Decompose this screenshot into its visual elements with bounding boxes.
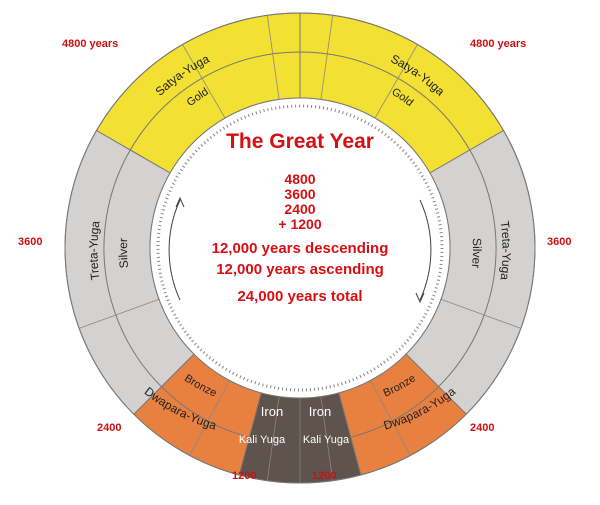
inner-circle	[149, 97, 451, 399]
center-disc	[149, 97, 451, 399]
partition-line	[320, 15, 334, 100]
treta-duration-right: 3600	[547, 236, 572, 248]
ascending-arrow	[168, 199, 181, 301]
sum-line-1: 4800	[284, 171, 316, 187]
yuga-ring	[64, 12, 536, 484]
satya-duration-left: 4800 years	[62, 38, 119, 50]
partition-line	[266, 15, 280, 100]
iron-label-left: Iron	[261, 404, 283, 419]
partition-line	[182, 44, 226, 119]
treta-duration-left: 3600	[18, 236, 43, 248]
dwapara-duration-right: 2400	[470, 422, 495, 434]
treta-yuga-label-right: Treta-Yuga	[497, 220, 513, 281]
descending-text: 12,000 years descending	[211, 240, 389, 257]
kali-yuga-label-right: Kali Yuga	[303, 434, 350, 446]
cycle-arrows	[168, 196, 432, 304]
ascending-text: 12,000 years ascending	[216, 261, 384, 278]
outer-edge	[64, 12, 536, 484]
band-divider	[103, 51, 497, 438]
sum-line-4: + 1200	[278, 216, 322, 232]
ascending-arrowhead	[175, 196, 185, 208]
kali-duration-left: 1200	[232, 470, 257, 482]
silver-label-right: Silver	[469, 238, 484, 269]
dwapara-duration-left: 2400	[97, 422, 122, 434]
tick-ring	[156, 104, 444, 392]
descending-arrow	[419, 199, 432, 301]
diagram-title: The Great Year	[226, 130, 374, 153]
satya-duration-right: 4800 years	[470, 38, 527, 50]
partition-line	[440, 298, 521, 329]
descending-arrowhead	[415, 292, 425, 304]
treta-yuga-label-left: Treta-Yuga	[86, 220, 102, 281]
partition-line	[370, 380, 411, 456]
partition-line	[189, 380, 230, 456]
partition-line	[79, 298, 160, 329]
iron-label-right: Iron	[309, 404, 331, 419]
kali-duration-right: 1200	[312, 470, 337, 482]
partition-line	[266, 396, 280, 481]
partition-line	[320, 396, 334, 481]
kali-yuga-label-left: Kali Yuga	[239, 434, 286, 446]
silver-label-left: Silver	[116, 238, 131, 269]
total-text: 24,000 years total	[237, 288, 363, 305]
sum-line-2: 3600	[284, 186, 316, 202]
sum-line-3: 2400	[284, 201, 316, 217]
partition-line	[374, 44, 418, 119]
